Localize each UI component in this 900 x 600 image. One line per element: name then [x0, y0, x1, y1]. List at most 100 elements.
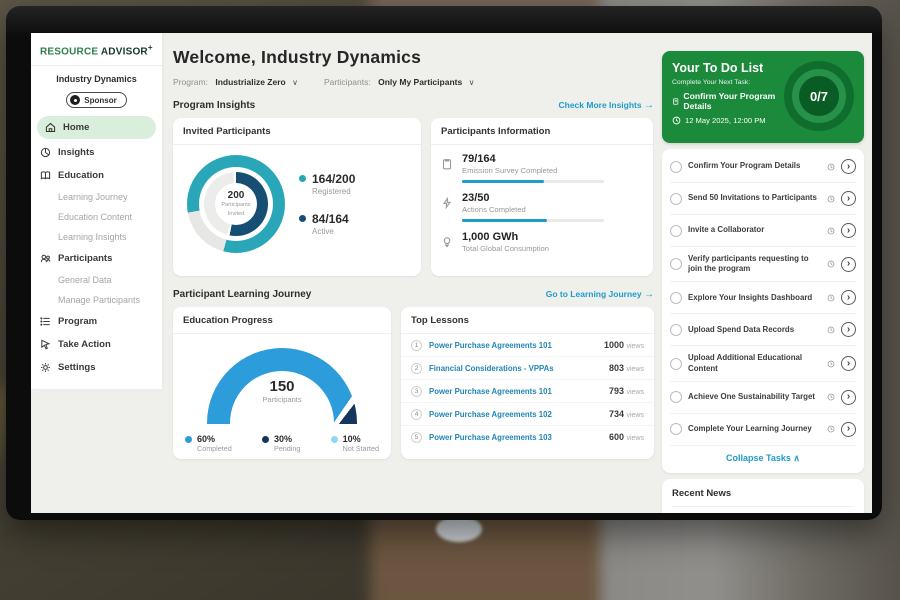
todo-task-row[interactable]: Explore Your Insights Dashboard › [670, 282, 856, 314]
chevron-down-icon: ∨ [292, 78, 298, 87]
lesson-row: 3 Power Purchase Agreements 101 793 view… [401, 380, 654, 403]
todo-progress-ring: 0/7 [784, 61, 854, 131]
sidebar-item-education[interactable]: Education [31, 164, 162, 187]
sponsor-badge[interactable]: Sponsor [66, 92, 126, 108]
lesson-link[interactable]: Power Purchase Agreements 101 [429, 387, 602, 396]
todo-task-row[interactable]: Verify participants requesting to join t… [670, 247, 856, 282]
task-checkbox[interactable] [670, 292, 682, 304]
todo-title: Your To Do List [672, 61, 784, 75]
task-checkbox[interactable] [670, 225, 682, 237]
page-title: Welcome, Industry Dynamics [173, 47, 654, 68]
app-logo: RESOURCE ADVISOR+ [31, 33, 162, 66]
todo-task-row[interactable]: Complete Your Learning Journey › [670, 414, 856, 446]
document-icon [672, 97, 679, 106]
action-icon [441, 192, 454, 222]
task-label: Achieve One Sustainability Target [688, 392, 821, 403]
task-checkbox[interactable] [670, 358, 682, 370]
lesson-link[interactable]: Power Purchase Agreements 102 [429, 410, 602, 419]
sidebar-item-education-content[interactable]: Education Content [31, 207, 162, 227]
todo-subtitle: Complete Your Next Task: [672, 79, 784, 86]
logo-advisor: ADVISOR [101, 46, 148, 57]
sidebar-item-home[interactable]: Home [37, 116, 156, 139]
progress-bar [462, 180, 544, 183]
task-go-button[interactable]: › [841, 191, 856, 206]
task-checkbox[interactable] [670, 324, 682, 336]
go-to-learning-journey-link[interactable]: Go to Learning Journey → [546, 289, 654, 300]
sidebar-item-participants[interactable]: Participants [31, 247, 162, 270]
todo-next-task: Confirm Your Program Details [672, 91, 784, 111]
card-title: Participants Information [431, 118, 653, 145]
sidebar-item-learning-journey[interactable]: Learning Journey [31, 187, 162, 207]
clock-icon [827, 158, 835, 176]
sidebar-item-program[interactable]: Program [31, 310, 162, 333]
sidebar-item-learning-insights[interactable]: Learning Insights [31, 227, 162, 247]
stat-global-consumption: 1,000 GWh Total Global Consumption [441, 231, 639, 253]
recent-news-card: Recent News [662, 479, 864, 513]
sidebar: RESOURCE ADVISOR+ Industry Dynamics Spon… [31, 33, 162, 513]
participants-filter[interactable]: Participants: Only My Participants ∨ [324, 77, 474, 87]
todo-task-row[interactable]: Achieve One Sustainability Target › [670, 382, 856, 414]
people-icon [40, 253, 51, 264]
lesson-link[interactable]: Financial Considerations - VPPAs [429, 364, 602, 373]
arrow-right-icon: → [644, 289, 654, 300]
todo-header-card: Your To Do List Complete Your Next Task:… [662, 51, 864, 143]
education-progress-card: Education Progress 150 Participants [173, 307, 391, 459]
clock-icon [827, 388, 835, 406]
legend-dot [299, 215, 306, 222]
invited-participants-card: Invited Participants 200 Participants In… [173, 118, 421, 276]
sidebar-item-settings[interactable]: Settings [31, 356, 162, 379]
todo-task-row[interactable]: Upload Spend Data Records › [670, 314, 856, 346]
legend-dot [299, 175, 306, 182]
logo-resource: RESOURCE [40, 46, 98, 57]
todo-tasks-card: Confirm Your Program Details›Send 50 Inv… [662, 149, 864, 473]
sidebar-item-insights[interactable]: Insights [31, 141, 162, 164]
task-checkbox[interactable] [670, 423, 682, 435]
legend-dot [262, 436, 269, 443]
task-go-button[interactable]: › [841, 257, 856, 272]
insights-icon [40, 147, 51, 158]
task-go-button[interactable]: › [841, 223, 856, 238]
task-go-button[interactable]: › [841, 290, 856, 305]
sidebar-item-take-action[interactable]: Take Action [31, 333, 162, 356]
task-go-button[interactable]: › [841, 322, 856, 337]
collapse-tasks-link[interactable]: Collapse Tasks ∧ [670, 446, 856, 469]
progress-bar [462, 219, 547, 222]
task-label: Explore Your Insights Dashboard [688, 293, 821, 304]
rank-badge: 4 [411, 409, 422, 420]
education-gauge-chart: 150 Participants [207, 348, 357, 424]
task-go-button[interactable]: › [841, 390, 856, 405]
task-label: Upload Spend Data Records [688, 325, 821, 336]
book-icon [40, 170, 51, 181]
lesson-row: 2 Financial Considerations - VPPAs 803 v… [401, 357, 654, 380]
task-checkbox[interactable] [670, 258, 682, 270]
lesson-link[interactable]: Power Purchase Agreements 103 [429, 433, 602, 442]
todo-task-row[interactable]: Upload Additional Educational Content › [670, 346, 856, 381]
task-label: Upload Additional Educational Content [688, 353, 821, 374]
check-more-insights-link[interactable]: Check More Insights → [558, 100, 654, 111]
todo-task-row[interactable]: Invite a Collaborator › [670, 215, 856, 247]
todo-task-row[interactable]: Send 50 Invitations to Participants› [670, 183, 856, 215]
legend-dot [331, 436, 338, 443]
main-content: Welcome, Industry Dynamics Program: Indu… [162, 33, 662, 513]
program-filter[interactable]: Program: Industrialize Zero ∨ [173, 77, 298, 87]
participants-information-card: Participants Information 79/164 Emission… [431, 118, 653, 276]
card-title: Top Lessons [401, 307, 654, 334]
sidebar-item-manage-participants[interactable]: Manage Participants [31, 290, 162, 310]
legend-not-started: 10% Not Started [331, 434, 379, 453]
task-checkbox[interactable] [670, 193, 682, 205]
task-go-button[interactable]: › [841, 422, 856, 437]
todo-task-row[interactable]: Confirm Your Program Details› [670, 151, 856, 183]
lesson-row: 4 Power Purchase Agreements 102 734 view… [401, 403, 654, 426]
task-go-button[interactable]: › [841, 356, 856, 371]
sidebar-item-general-data[interactable]: General Data [31, 270, 162, 290]
lesson-link[interactable]: Power Purchase Agreements 101 [429, 341, 597, 350]
filters-bar: Program: Industrialize Zero ∨ Participan… [173, 77, 654, 87]
task-label: Invite a Collaborator [688, 225, 821, 236]
task-label: Complete Your Learning Journey [688, 424, 821, 435]
stat-emission-survey: 79/164 Emission Survey Completed [441, 153, 639, 183]
todo-panel: Your To Do List Complete Your Next Task:… [662, 33, 872, 513]
task-checkbox[interactable] [670, 391, 682, 403]
task-checkbox[interactable] [670, 161, 682, 173]
task-go-button[interactable]: › [841, 159, 856, 174]
program-insights-title: Program Insights [173, 100, 255, 111]
